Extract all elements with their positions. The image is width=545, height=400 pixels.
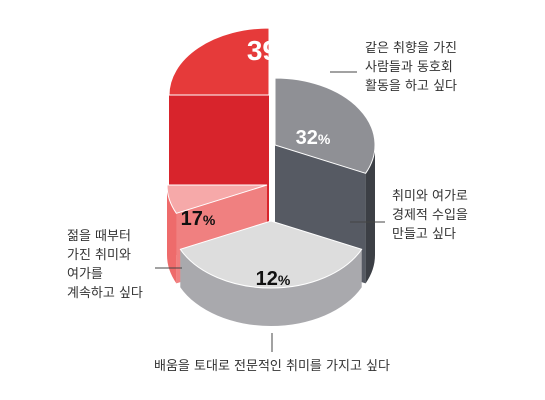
slice-top (168, 27, 270, 96)
slice-value-label: 39% (247, 35, 293, 66)
pie-slices (166, 27, 376, 326)
slice-category-label: 젊을 때부터 가진 취미와 여가를 계속하고 싶다 (67, 229, 143, 301)
slice-category-label: 같은 취향을 가진 사람들과 동호회 활동을 하고 싶다 (365, 41, 457, 94)
pie-slice-3 (179, 220, 363, 326)
slice-top (179, 220, 363, 289)
slice-category-label: 취미와 여가로 경제적 수입을 만들고 싶다 (392, 189, 468, 242)
slice-value-label: 17% (181, 208, 216, 230)
slice-top (274, 77, 376, 174)
slice-front-wall (167, 185, 177, 284)
slice-value-label: 32% (296, 127, 331, 149)
slice-category-label: 배움을 토대로 전문적인 취미를 가지고 싶다 (154, 359, 390, 374)
slice-value-label: 12% (256, 268, 291, 290)
slice-front-wall (180, 249, 362, 326)
slice-front-wall (365, 145, 375, 284)
slice-top (166, 184, 268, 214)
